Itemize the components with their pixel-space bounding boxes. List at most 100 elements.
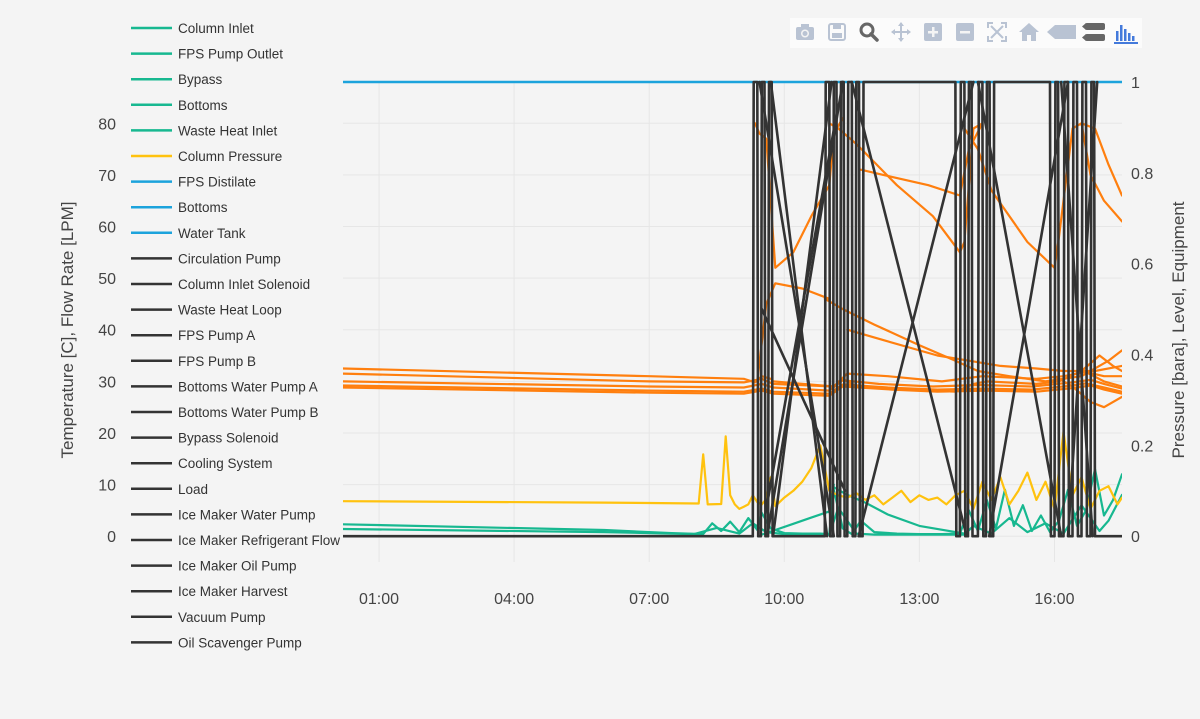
y-axis-title: Temperature [C], Flow Rate [LPM] [58, 202, 77, 459]
legend-item[interactable]: Oil Scavenger Pump [131, 635, 302, 650]
equipment-line [1059, 80, 1094, 538]
zoom-icon [859, 22, 879, 42]
legend-item[interactable]: Cooling System [131, 456, 273, 471]
axes: 01:00 04:00 07:00 10:00 13:00 16:000102030405… [58, 75, 1188, 608]
equipment-line [769, 80, 829, 538]
equipment-line [764, 103, 840, 515]
legend-item[interactable]: Bottoms [131, 200, 228, 215]
legend-label: FPS Pump Outlet [178, 47, 283, 62]
hover-closest-icon [1047, 25, 1076, 39]
legend-item[interactable]: FPS Pump B [131, 354, 256, 369]
legend-item[interactable]: Column Inlet [131, 21, 254, 36]
legend-item[interactable]: Ice Maker Oil Pump [131, 559, 297, 574]
hover-compare-icon [1082, 23, 1105, 41]
legend: Column Inlet FPS Pump Outlet Bypass Bottoms… [131, 21, 340, 650]
autoscale-icon [987, 22, 1007, 42]
y-tick-label: 20 [98, 426, 116, 443]
zoom-out-button[interactable] [950, 18, 982, 48]
zoom-in-button[interactable] [918, 18, 950, 48]
legend-label: Bypass [178, 72, 223, 87]
legend-label: Waste Heat Inlet [178, 123, 278, 138]
hover-closest-button[interactable] [1046, 18, 1078, 48]
legend-label: Circulation Pump [178, 251, 281, 266]
legend-item[interactable]: Waste Heat Inlet [131, 123, 278, 138]
legend-item[interactable]: FPS Pump A [131, 328, 255, 343]
legend-item[interactable]: Water Tank [131, 226, 246, 241]
y2-axis-title: Pressure [bara], Level, Equipment [1169, 201, 1188, 458]
legend-item[interactable]: Waste Heat Loop [131, 303, 282, 318]
legend-label: Column Inlet [178, 21, 254, 36]
legend-label: Ice Maker Oil Pump [178, 559, 297, 574]
y2-tick-label: 0.4 [1131, 348, 1153, 365]
legend-item[interactable]: Circulation Pump [131, 251, 281, 266]
legend-label: Cooling System [178, 456, 273, 471]
x-tick-label: 01:00 [359, 591, 399, 608]
equipment-line [857, 80, 975, 538]
zoom-out-icon [956, 23, 974, 41]
legend-item[interactable]: Vacuum Pump [131, 610, 266, 625]
legend-item[interactable]: Bottoms Water Pump B [131, 405, 319, 420]
legend-item[interactable]: Bottoms Water Pump A [131, 379, 318, 394]
y-tick-label: 60 [98, 220, 116, 237]
x-tick-label: 04:00 [494, 591, 534, 608]
legend-item[interactable]: Bypass [131, 72, 223, 87]
x-tick-label: 16:00 [1034, 591, 1074, 608]
x-tick-label: 10:00 [764, 591, 804, 608]
zoom-button[interactable] [854, 18, 886, 48]
equipment-line [1066, 80, 1099, 538]
temperature-line [343, 384, 1122, 397]
y-tick-label: 70 [98, 168, 116, 185]
legend-item[interactable]: Bottoms [131, 98, 228, 113]
equipment-line [758, 80, 836, 538]
legend-item[interactable]: Load [131, 482, 208, 497]
legend-item[interactable]: Column Pressure [131, 149, 282, 164]
legend-label: FPS Distilate [178, 175, 256, 190]
temperature-line [343, 382, 1122, 395]
y2-tick-label: 0.8 [1131, 166, 1153, 183]
temperature-line [343, 378, 1122, 392]
zoom-in-icon [924, 23, 942, 41]
legend-label: Column Pressure [178, 149, 282, 164]
home-icon [1019, 23, 1039, 41]
legend-label: Bottoms [178, 200, 228, 215]
legend-label: Load [178, 482, 208, 497]
modebar [790, 18, 1142, 48]
autoscale-button[interactable] [982, 18, 1014, 48]
y-tick-label: 80 [98, 116, 116, 133]
equipment-line [976, 80, 1063, 538]
save-icon [828, 23, 846, 41]
pan-button[interactable] [886, 18, 918, 48]
legend-label: Bottoms [178, 98, 228, 113]
legend-label: Oil Scavenger Pump [178, 635, 302, 650]
save-button[interactable] [822, 18, 854, 48]
legend-item[interactable]: Ice Maker Refrigerant Flow [131, 533, 340, 548]
legend-item[interactable]: FPS Distilate [131, 175, 256, 190]
home-button[interactable] [1014, 18, 1046, 48]
legend-label: Bypass Solenoid [178, 431, 279, 446]
legend-label: Vacuum Pump [178, 610, 266, 625]
legend-label: Water Tank [178, 226, 246, 241]
legend-label: Waste Heat Loop [178, 303, 282, 318]
y-tick-label: 40 [98, 323, 116, 340]
y2-tick-label: 1 [1131, 75, 1140, 92]
plot-area[interactable] [343, 80, 1122, 538]
legend-label: Column Inlet Solenoid [178, 277, 310, 292]
legend-item[interactable]: Ice Maker Harvest [131, 584, 288, 599]
hover-compare-button[interactable] [1078, 18, 1110, 48]
legend-item[interactable]: Ice Maker Water Pump [131, 507, 316, 522]
legend-label: Ice Maker Water Pump [178, 507, 316, 522]
plotly-logo-icon [1114, 25, 1138, 44]
legend-item[interactable]: FPS Pump Outlet [131, 47, 283, 62]
equipment-line [987, 80, 1070, 538]
legend-item[interactable]: Column Inlet Solenoid [131, 277, 310, 292]
camera-button[interactable] [790, 18, 822, 48]
y-tick-label: 10 [98, 478, 116, 495]
temperature-line [1080, 122, 1122, 197]
temperature-line [756, 282, 831, 383]
legend-item[interactable]: Bypass Solenoid [131, 431, 279, 446]
plotly-logo-button[interactable] [1110, 18, 1142, 48]
equipment-line [760, 307, 847, 493]
y-tick-label: 30 [98, 374, 116, 391]
pressure-line [343, 430, 1122, 510]
y-tick-label: 50 [98, 271, 116, 288]
